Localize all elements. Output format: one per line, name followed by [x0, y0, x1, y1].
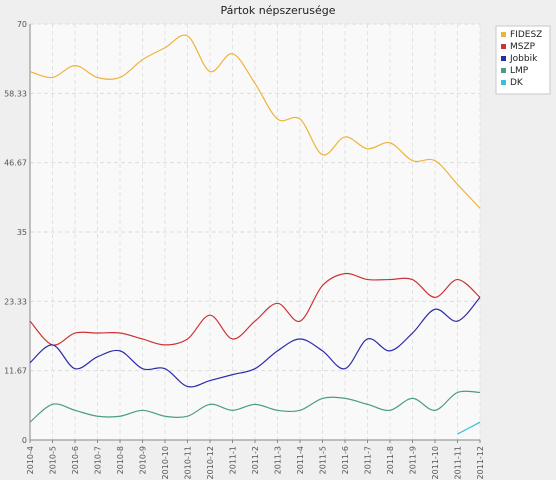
x-tick-label: 2011-8 — [386, 446, 395, 474]
series-line-jobbik — [29, 296, 481, 388]
x-tick-label: 2011-7 — [364, 446, 373, 474]
chart-title: Pártok népszerusége — [220, 4, 336, 17]
x-tick-label: 2010-7 — [94, 446, 103, 474]
x-tick-label: 2010-6 — [71, 446, 80, 474]
legend-item-dk[interactable]: DK — [510, 78, 524, 88]
legend-swatch — [501, 80, 506, 85]
y-tick-label: 35 — [17, 228, 27, 237]
y-tick-label: 58.33 — [4, 89, 27, 98]
x-tick-label: 2010-12 — [206, 446, 215, 479]
series-line-mszp — [29, 272, 481, 346]
x-tick-label: 2010-5 — [49, 446, 58, 474]
y-tick-label: 23.33 — [4, 297, 27, 306]
x-tick-label: 2011-3 — [274, 446, 283, 474]
legend[interactable]: FIDESZ MSZP Jobbik LMP DK — [495, 25, 551, 95]
x-tick-label: 2010-8 — [116, 446, 125, 474]
x-tick-label: 2011-6 — [341, 446, 350, 474]
x-tick-label: 2011-1 — [229, 446, 238, 474]
x-tick-label: 2011-5 — [319, 446, 328, 474]
x-tick-label: 2011-12 — [476, 446, 485, 479]
axes: 0 11.67 23.33 35 46.67 58.33 70 2010-4 2010-5 201… — [4, 20, 485, 479]
legend-item-lmp[interactable]: LMP — [510, 66, 529, 76]
y-tick-label: 70 — [17, 20, 27, 29]
legend-swatch — [501, 32, 506, 37]
legend-swatch — [501, 44, 506, 49]
series-line-dk — [457, 421, 481, 435]
series-line-lmp — [29, 390, 481, 423]
legend-swatch — [501, 68, 506, 73]
legend-swatch — [501, 56, 506, 61]
x-tick-label: 2011-9 — [409, 446, 418, 474]
legend-item-jobbik[interactable]: Jobbik — [509, 54, 538, 64]
legend-item-fidesz[interactable]: FIDESZ — [510, 30, 542, 40]
x-tick-label: 2011-4 — [296, 446, 305, 474]
legend-item-mszp[interactable]: MSZP — [510, 42, 536, 52]
y-tick-label: 46.67 — [4, 159, 27, 168]
x-tick-label: 2011-2 — [251, 446, 260, 474]
x-tick-label: 2010-4 — [26, 446, 35, 474]
y-tick-label: 11.67 — [4, 367, 27, 376]
x-tick-label: 2010-9 — [139, 446, 148, 474]
x-tick-label: 2010-10 — [161, 446, 170, 479]
y-tick-label: 0 — [22, 436, 27, 445]
x-tick-label: 2011-11 — [454, 446, 463, 479]
x-tick-label: 2011-10 — [431, 446, 440, 479]
series-lines — [29, 34, 481, 435]
series-line-fidesz — [29, 34, 481, 209]
x-tick-label: 2010-11 — [184, 446, 193, 479]
